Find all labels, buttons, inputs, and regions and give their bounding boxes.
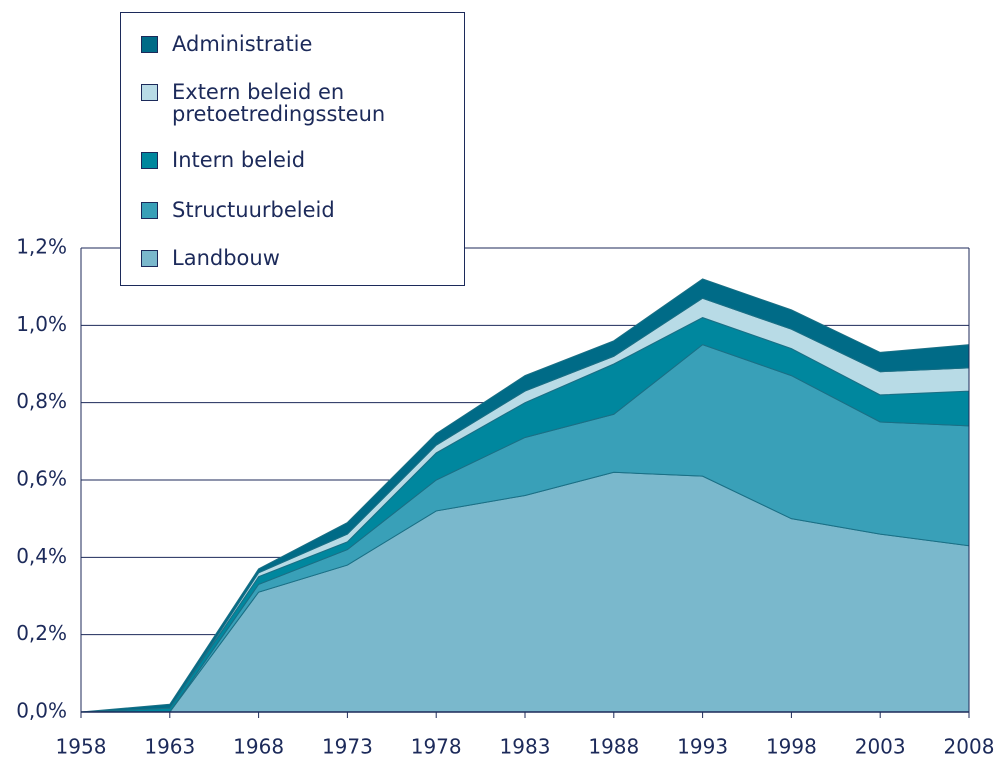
- x-tick-label: 1958: [56, 735, 107, 759]
- y-tick-label: 1,0%: [16, 312, 67, 336]
- legend-label: Structuurbeleid: [172, 198, 335, 222]
- x-tick-label: 1993: [677, 735, 728, 759]
- legend-item: Extern beleid en pretoetredingssteun: [141, 81, 432, 125]
- legend-label: Extern beleid en pretoetredingssteun: [172, 80, 386, 126]
- y-tick-label: 0,0%: [16, 699, 67, 723]
- legend: Administratie Extern beleid en pretoetred…: [120, 12, 465, 286]
- legend-item: Intern beleid: [141, 149, 432, 171]
- y-tick-label: 1,2%: [16, 235, 67, 259]
- legend-label: Landbouw: [172, 246, 280, 270]
- legend-swatch: [141, 202, 158, 219]
- legend-item: Administratie: [141, 33, 432, 55]
- legend-item: Structuurbeleid: [141, 199, 432, 221]
- legend-swatch: [141, 84, 158, 101]
- y-tick-label: 0,8%: [16, 389, 67, 413]
- x-tick-label: 1998: [766, 735, 817, 759]
- x-tick-label: 1978: [411, 735, 462, 759]
- x-tick-label: 1983: [500, 735, 551, 759]
- x-tick-label: 1973: [322, 735, 373, 759]
- legend-label: Administratie: [172, 32, 313, 56]
- legend-swatch: [141, 250, 158, 267]
- y-tick-label: 0,2%: [16, 621, 67, 645]
- x-tick-label: 2008: [944, 735, 995, 759]
- legend-label: Intern beleid: [172, 148, 306, 172]
- legend-swatch: [141, 36, 158, 53]
- legend-swatch: [141, 152, 158, 169]
- legend-item: Landbouw: [141, 247, 432, 269]
- y-tick-label: 0,6%: [16, 467, 67, 491]
- x-tick-label: 1968: [233, 735, 284, 759]
- x-tick-label: 1963: [144, 735, 195, 759]
- x-tick-label: 2003: [855, 735, 906, 759]
- x-tick-label: 1988: [588, 735, 639, 759]
- y-tick-label: 0,4%: [16, 544, 67, 568]
